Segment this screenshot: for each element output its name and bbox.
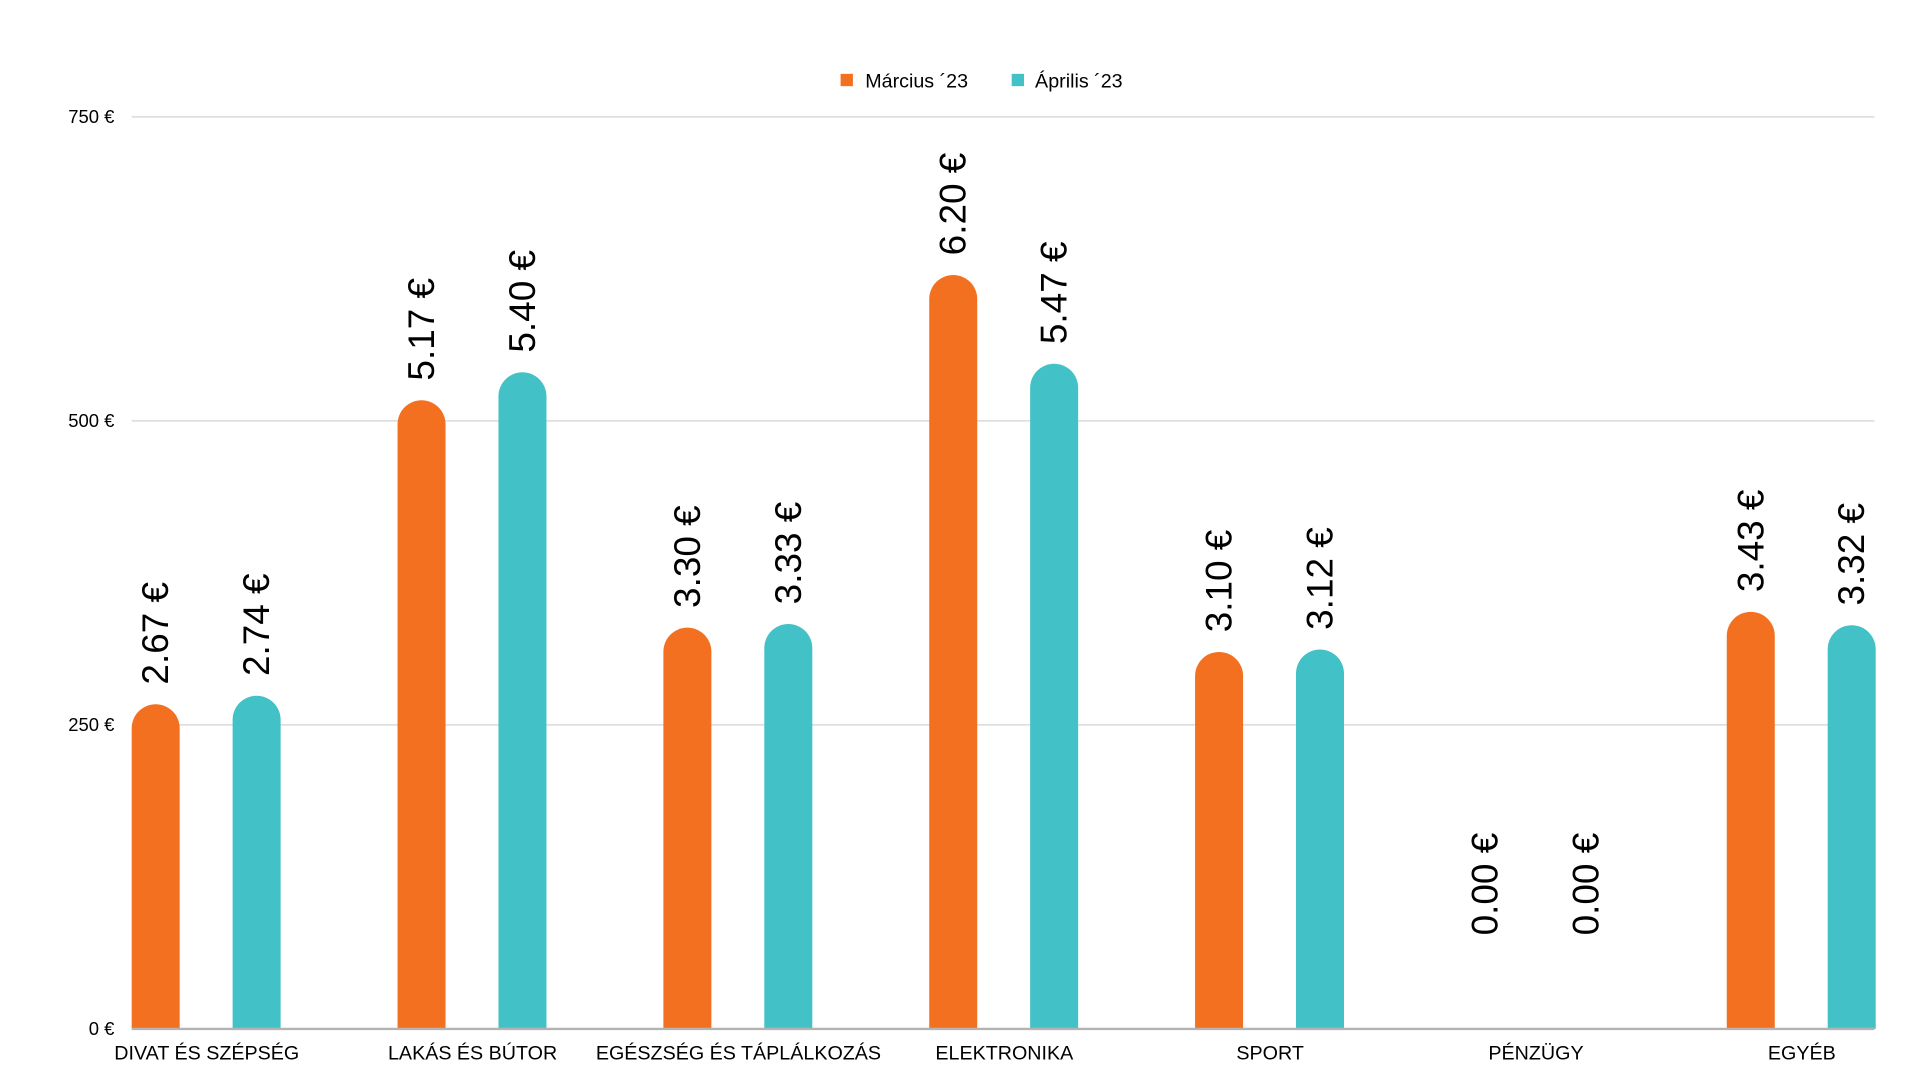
bar-aprilis bbox=[1827, 625, 1876, 1029]
legend-swatch bbox=[840, 73, 853, 87]
bar-aprilis bbox=[498, 372, 547, 1029]
data-label: 3.43 € bbox=[1730, 490, 1771, 593]
x-tick-label: PÉNZÜGY bbox=[1488, 1042, 1583, 1065]
x-tick-label: EGÉSZSÉG ÉS TÁPLÁLKOZÁS bbox=[596, 1042, 881, 1065]
data-label: 3.10 € bbox=[1199, 530, 1240, 633]
x-axis-labels: DIVAT ÉS SZÉPSÉG LAKÁS ÉS BÚTOR EGÉSZSÉG É… bbox=[114, 1042, 1835, 1065]
legend-swatch bbox=[1011, 73, 1024, 87]
legend-label: Március ´23 bbox=[865, 70, 968, 92]
data-label: 0.00 € bbox=[1565, 833, 1606, 936]
y-axis-ticks: 0 € 250 € 500 € 750 € bbox=[68, 106, 114, 1039]
bar-marcius bbox=[1726, 611, 1775, 1029]
bar-marcius bbox=[663, 627, 712, 1029]
data-label: 2.67 € bbox=[135, 582, 176, 685]
data-label: 0.00 € bbox=[1464, 833, 1505, 936]
data-label: 3.32 € bbox=[1831, 503, 1872, 606]
legend-label: Április ´23 bbox=[1035, 69, 1123, 92]
x-tick-label: DIVAT ÉS SZÉPSÉG bbox=[114, 1042, 299, 1065]
x-tick-label: SPORT bbox=[1236, 1043, 1303, 1065]
y-tick-label: 250 € bbox=[68, 714, 114, 735]
bars: 2.67 € 2.74 € 5.17 € 5.40 € 3.30 € 3.33 € 6.20… bbox=[131, 153, 1876, 1029]
data-label: 3.30 € bbox=[667, 505, 708, 608]
data-label: 5.17 € bbox=[401, 278, 442, 381]
bar-aprilis bbox=[764, 624, 813, 1029]
data-label: 3.12 € bbox=[1300, 527, 1341, 630]
data-label: 3.33 € bbox=[768, 502, 809, 605]
bar-marcius bbox=[1195, 651, 1244, 1029]
gridlines bbox=[131, 116, 1875, 726]
x-tick-label: ELEKTRONIKA bbox=[935, 1043, 1074, 1065]
bar-marcius bbox=[929, 275, 978, 1029]
bar-aprilis bbox=[1296, 649, 1344, 1029]
legend: Március ´23 Április ´23 bbox=[840, 69, 1123, 92]
data-label: 5.40 € bbox=[502, 250, 543, 353]
data-label: 6.20 € bbox=[933, 153, 974, 256]
y-tick-label: 750 € bbox=[68, 106, 114, 127]
data-label: 2.74 € bbox=[236, 573, 277, 676]
y-tick-label: 500 € bbox=[68, 410, 114, 431]
bar-marcius bbox=[131, 704, 180, 1029]
data-label: 5.47 € bbox=[1034, 241, 1075, 344]
y-tick-label: 0 € bbox=[89, 1018, 115, 1039]
bar-aprilis bbox=[232, 695, 281, 1029]
x-tick-label: LAKÁS ÉS BÚTOR bbox=[388, 1042, 557, 1065]
bar-marcius bbox=[397, 400, 446, 1029]
bar-aprilis bbox=[1030, 363, 1079, 1029]
x-tick-label: EGYÉB bbox=[1768, 1042, 1836, 1065]
